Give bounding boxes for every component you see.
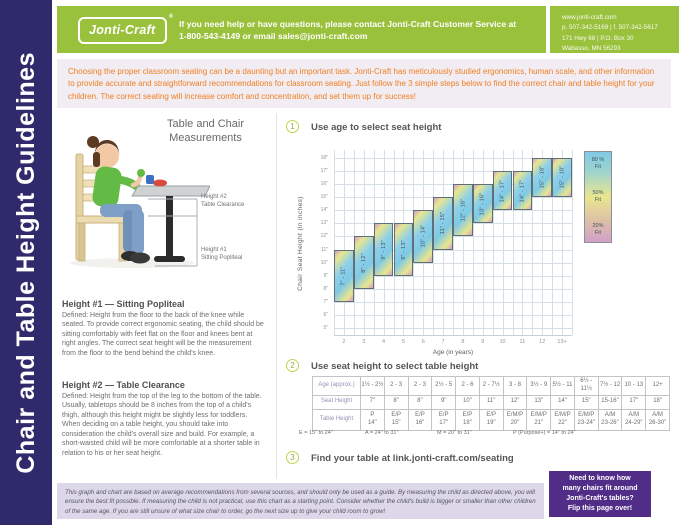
jonti-craft-logo: Jonti-Craft ®: [78, 14, 173, 44]
table-cell: 18": [645, 394, 670, 410]
contact-block: www.jonti-craft.com p. 507-342-5169 | f.…: [550, 6, 679, 53]
table-cell: 2 - 6: [455, 376, 480, 396]
table-cell: E/P 15": [383, 408, 409, 431]
measurement-brackets: [148, 198, 198, 267]
chart-y-axis-title: Chair Seat Height (in inches): [297, 196, 304, 291]
chart-plot: 7" - 11" 8" - 12" 9" - 13" 9" - 13" 10" - 14…: [334, 150, 573, 336]
intro-paragraph: Choosing the proper classroom seating ca…: [57, 59, 671, 108]
contact-phone-fax: p. 507-342-5169 | f. 507-342-5617: [562, 24, 658, 32]
table-cell: 13": [526, 394, 552, 410]
disclaimer-text: This graph and chart are based on averag…: [65, 489, 536, 515]
help-line-2: 1-800-543-4149 or email sales@jonti-craf…: [179, 31, 368, 42]
table-cell: 7½ - 12: [597, 376, 623, 396]
table-cell: 11": [478, 394, 504, 410]
table-cell: E/M/P 20": [502, 408, 528, 431]
table-cell: 2 - 3: [407, 376, 433, 396]
chart-x-axis-title: Age (in years): [432, 349, 474, 356]
logo-text: Jonti-Craft: [89, 23, 156, 37]
table-cell: E/P 17": [431, 408, 457, 431]
sidebar-title: Chair and Table Height Guidelines: [11, 51, 40, 474]
footnote-p: P (Purpose+) = 14" to 24": [513, 430, 576, 436]
table-cell: E/P 16": [407, 408, 433, 431]
table-cell: A/M 26-30": [645, 408, 670, 431]
height1-label: Height #1 Sitting Popliteal: [201, 247, 243, 262]
step-2-badge: 2: [286, 359, 299, 372]
help-line-1: If you need help or have questions, plea…: [179, 19, 517, 29]
registered-mark-icon: ®: [168, 14, 174, 20]
table-cell: 8": [407, 394, 433, 410]
promo-box: Need to know how many chairs fit around …: [549, 471, 651, 517]
table-cell: 9": [431, 394, 457, 410]
table-cell: E/P 19": [478, 408, 504, 431]
promo-text: Need to know how many chairs fit around …: [562, 475, 638, 512]
table-cell: A/M 23-26": [597, 408, 623, 431]
step-1-title: Use age to select seat height: [311, 122, 442, 133]
table-cell: 2½ - 5: [431, 376, 457, 396]
help-text: If you need help or have questions, plea…: [179, 18, 516, 43]
contact-address: 171 Hwy 68 | P.O. Box 30: [562, 34, 634, 42]
step-1-badge: 1: [286, 120, 299, 133]
table-row-header: Age (approx.): [312, 376, 361, 396]
table-cell: 12+: [645, 376, 670, 396]
chart-x-ticks: 2 3 4 5 6 7 8 9 10 11 12 13+: [342, 339, 567, 345]
table-cell: 17": [621, 394, 647, 410]
table-cell: 15-16": [597, 394, 623, 410]
height2-label: Height #2 Table Clearance: [201, 194, 245, 209]
footnote-m: M = 20" to 31": [437, 430, 472, 436]
chart-y-ticks: 18" 17" 16" 15" 14" 13" 12" 11" 10" 9" 8" 7" 6" 5": [320, 154, 328, 332]
footnote-a: A = 24" to 31": [365, 430, 399, 436]
measurements-title: Table and Chair Measurements: [166, 118, 245, 145]
table-cell: 7": [360, 394, 385, 410]
legend-20-fit: 20% Fit: [592, 223, 604, 237]
table-cell: 12": [502, 394, 528, 410]
contact-city: Wabasso, MN 56293: [562, 45, 621, 53]
table-row-header: Seat Height: [312, 394, 361, 410]
height1-body: Defined: Height from the floor to the ba…: [62, 312, 264, 357]
table-cell: 2 - 3: [383, 376, 409, 396]
column-divider: [276, 113, 277, 479]
legend-50-fit: 50% Fit: [592, 190, 604, 203]
height2-heading: Height #2 — Table Clearance: [62, 380, 185, 390]
table-cell: 10": [455, 394, 480, 410]
table-cell: E/M/P 22": [550, 408, 575, 431]
step-2-title: Use seat height to select table height: [311, 361, 479, 372]
table-cell: 14": [550, 394, 575, 410]
table-cell: 2 - 7½: [478, 376, 504, 396]
table-cell: 1½ - 2½: [360, 376, 385, 396]
header-bar: Jonti-Craft ® If you need help or have q…: [57, 6, 546, 53]
table-cell: 8": [383, 394, 409, 410]
step-3-badge: 3: [286, 451, 299, 464]
table-cell: 5½ - 11: [550, 376, 575, 396]
table-cell: 3½ - 9: [526, 376, 552, 396]
table-cell: E/P 18": [455, 408, 480, 431]
height2-body: Defined: Height from the top of the leg …: [62, 393, 262, 457]
table-row-header: Table Height: [312, 408, 361, 431]
table-footnotes: E = 15" to 24" A = 24" to 31" M = 20" to…: [299, 430, 671, 438]
legend-80-fit: 80 % Fit: [591, 157, 605, 170]
table-cell: 3 - 8: [502, 376, 528, 396]
child-at-table-illustration: [70, 136, 210, 268]
table-cell: E/M/P 21": [526, 408, 552, 431]
table-cell: E/M/P 23-24": [573, 408, 599, 431]
table-cell: P 14": [360, 408, 385, 431]
table-cell: A/M 24-29": [621, 408, 647, 431]
table-cell: 6½ - 11½: [573, 376, 599, 396]
table-cell: 15": [573, 394, 599, 410]
height1-heading: Height #1 — Sitting Popliteal: [62, 299, 185, 309]
footnote-e: E = 15" to 24": [299, 430, 333, 436]
fit-legend: 80 % Fit 50% Fit 20% Fit: [584, 151, 612, 243]
sidebar: Chair and Table Height Guidelines: [0, 0, 52, 525]
step-3-title: Find your table at link.jonti-craft.com/…: [311, 453, 514, 464]
contact-website: www.jonti-craft.com: [562, 14, 617, 21]
table-cell: 10 - 13: [621, 376, 647, 396]
disclaimer-box: This graph and chart are based on averag…: [57, 483, 544, 519]
